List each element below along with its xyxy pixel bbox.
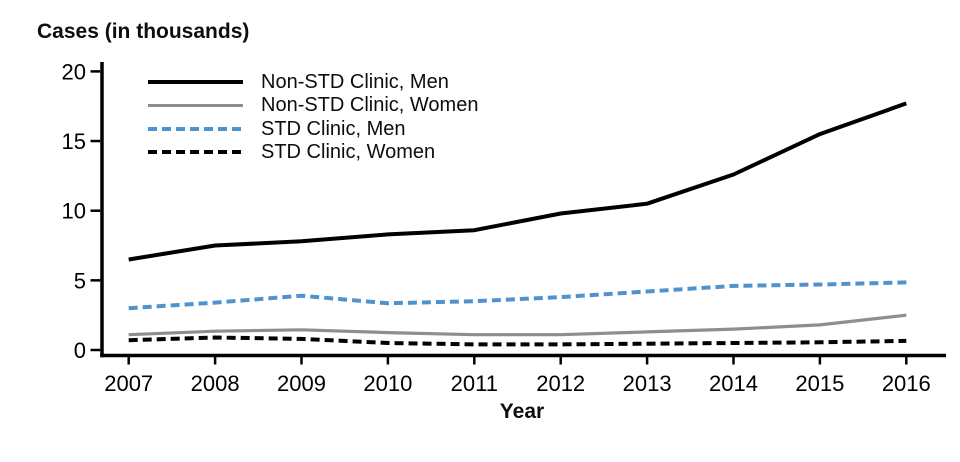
x-tick-label: 2015 bbox=[795, 371, 844, 396]
legend-label: Non-STD Clinic, Men bbox=[261, 70, 449, 93]
x-tick-label: 2007 bbox=[104, 371, 153, 396]
series-line-non-std-clinic-women bbox=[128, 313, 907, 337]
x-tick-label: 2011 bbox=[451, 371, 498, 396]
x-tick-label: 2008 bbox=[191, 371, 240, 396]
legend-item: Non-STD Clinic, Men bbox=[148, 70, 478, 94]
legend-item: STD Clinic, Men bbox=[148, 117, 478, 141]
series-line-non-std-clinic-men bbox=[128, 101, 907, 262]
y-tick-label: 20 bbox=[62, 59, 86, 84]
legend: Non-STD Clinic, Men Non-STD Clinic, Wome… bbox=[148, 70, 478, 164]
legend-label: Non-STD Clinic, Women bbox=[261, 94, 479, 117]
x-tick-label: 2010 bbox=[363, 371, 412, 396]
x-tick-label: 2012 bbox=[536, 371, 585, 396]
legend-line-sample bbox=[148, 150, 243, 155]
x-tick-label: 2014 bbox=[709, 371, 758, 396]
x-tick-label: 2013 bbox=[623, 371, 672, 396]
x-axis-title: Year bbox=[499, 400, 545, 423]
y-tick-label: 0 bbox=[74, 338, 86, 363]
y-tick-label: 15 bbox=[62, 129, 86, 154]
legend-label: STD Clinic, Men bbox=[261, 117, 406, 140]
legend-line-sample bbox=[148, 126, 243, 131]
series-line-std-clinic-men bbox=[128, 280, 907, 311]
legend-label: STD Clinic, Women bbox=[261, 141, 436, 164]
chart-title: Cases (in thousands) bbox=[37, 20, 250, 43]
y-tick-label: 5 bbox=[74, 268, 86, 293]
x-tick-label: 2009 bbox=[277, 371, 326, 396]
series-line-std-clinic-women bbox=[128, 335, 907, 347]
x-tick-label: 2016 bbox=[882, 371, 931, 396]
legend-item: Non-STD Clinic, Women bbox=[148, 94, 478, 118]
legend-line-sample bbox=[148, 103, 243, 107]
y-tick-label: 10 bbox=[62, 199, 86, 224]
legend-line-sample bbox=[148, 79, 243, 84]
legend-item: STD Clinic, Women bbox=[148, 141, 478, 165]
